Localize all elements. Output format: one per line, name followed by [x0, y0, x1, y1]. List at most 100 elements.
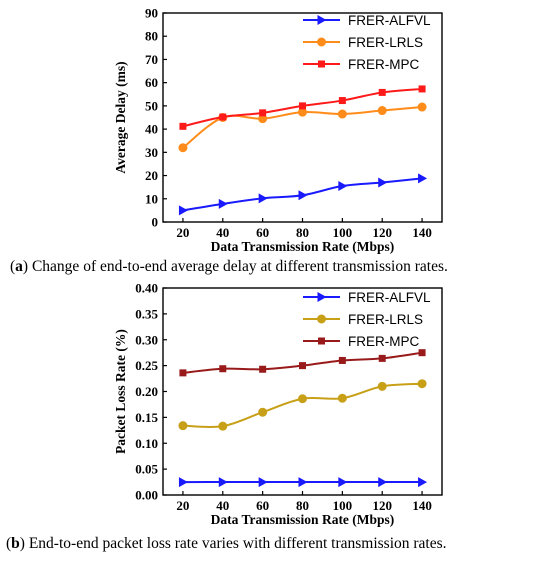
y-axis-label: Average Delay (ms) [113, 61, 128, 173]
x-tick-label: 100 [333, 225, 353, 240]
y-tick-label: 0.10 [135, 436, 158, 451]
data-point [417, 379, 427, 389]
data-point [377, 106, 387, 116]
x-tick-label: 40 [216, 225, 229, 240]
data-point [178, 421, 188, 431]
data-point [338, 97, 346, 105]
y-tick-label: 0 [152, 215, 159, 230]
data-point [179, 369, 187, 377]
x-tick-label: 100 [333, 498, 353, 513]
legend-marker [317, 314, 326, 324]
x-tick-label: 140 [412, 225, 432, 240]
x-tick-label: 60 [256, 498, 269, 513]
caption-b-tag: b [11, 535, 20, 552]
data-point [337, 393, 347, 403]
data-point [337, 109, 347, 119]
data-point [338, 477, 348, 488]
y-tick-label: 60 [145, 75, 158, 90]
legend-label: FRER-LRLS [348, 35, 423, 50]
caption-b-text: End-to-end packet loss rate varies with … [28, 535, 447, 552]
data-point [378, 354, 386, 362]
data-point [258, 193, 268, 204]
data-point [258, 477, 268, 488]
legend-label: FRER-MPC [348, 334, 419, 349]
legend-label: FRER-MPC [348, 57, 419, 72]
data-point [418, 349, 426, 357]
legend-label: FRER-ALFVL [348, 290, 431, 305]
caption-a: (a) Change of end-to-end average delay a… [10, 258, 448, 275]
series-frer-lrls: FRER-LRLS [178, 312, 427, 431]
caption-a-tag: a [15, 258, 23, 275]
x-tick-label: 40 [216, 498, 229, 513]
x-tick-label: 120 [372, 498, 392, 513]
legend-marker [317, 37, 326, 47]
data-point [298, 477, 308, 488]
data-point [219, 113, 227, 121]
chart-b: 0.00 0.05 0.10 0.15 0.20 0.25 0.30 0.35 0.40 20 40… [113, 281, 443, 527]
data-point [417, 102, 427, 112]
data-point [178, 477, 188, 488]
data-point [218, 198, 228, 209]
data-point [378, 88, 386, 96]
x-axis-label: Data Transmission Rate (Mbps) [211, 512, 395, 527]
y-tick-label: 80 [145, 29, 158, 44]
chart-a: 0 10 20 30 40 50 60 70 80 90 20 40 60 80 100 120 140 Data… [113, 6, 443, 254]
data-point [218, 421, 228, 431]
y-tick-label: 0.40 [135, 281, 158, 296]
x-tick-label: 20 [176, 225, 189, 240]
series-line [182, 382, 423, 429]
y-tick-label: 0.35 [135, 306, 158, 321]
legend-marker [317, 15, 327, 25]
legend-label: FRER-ALFVL [348, 13, 431, 28]
data-point [418, 85, 426, 93]
caption-a-text: Change of end-to-end average delay at di… [31, 258, 448, 275]
data-point [378, 477, 388, 488]
x-tick-label: 20 [176, 498, 189, 513]
data-point [299, 102, 306, 110]
x-tick-label: 120 [372, 225, 392, 240]
x-tick-label: 80 [296, 498, 309, 513]
y-tick-label: 0.30 [135, 332, 158, 347]
caption-b: (b) End-to-end packet loss rate varies w… [6, 535, 447, 552]
data-point [298, 394, 307, 404]
data-point [338, 356, 346, 364]
data-point [218, 477, 228, 488]
series-frer-lrls: FRER-LRLS [178, 35, 427, 153]
data-point [299, 362, 306, 370]
y-tick-label: 0.15 [135, 410, 158, 425]
series-frer-alfvl: FRER-ALFVL [178, 13, 431, 216]
data-point [219, 365, 227, 373]
series-frer-mpc: FRER-MPC [179, 57, 426, 130]
legend-marker [317, 292, 327, 302]
y-tick-label: 0.20 [135, 384, 158, 399]
y-tick-label: 20 [145, 168, 158, 183]
series-frer-alfvl: FRER-ALFVL [178, 290, 431, 488]
y-axis-label: Packet Loss Rate (%) [113, 329, 128, 454]
legend-label: FRER-LRLS [348, 312, 423, 327]
data-point [418, 173, 428, 184]
data-point [298, 190, 308, 201]
y-tick-label: 50 [145, 98, 158, 113]
x-tick-label: 60 [256, 225, 269, 240]
y-tick-label: 0.05 [135, 462, 158, 477]
data-point [178, 205, 188, 216]
x-axis-label: Data Transmission Rate (Mbps) [211, 239, 395, 254]
y-tick-label: 90 [145, 6, 158, 21]
x-tick-label: 80 [296, 225, 309, 240]
y-tick-label: 0.25 [135, 358, 158, 373]
data-point [377, 381, 387, 391]
y-tick-label: 10 [145, 191, 158, 206]
data-point [178, 143, 188, 153]
y-tick-label: 0.00 [135, 488, 158, 503]
data-point [338, 181, 348, 192]
data-point [378, 177, 388, 188]
data-point [258, 407, 268, 417]
y-tick-label: 70 [145, 52, 158, 67]
legend-marker [318, 60, 325, 68]
legend-marker [318, 337, 325, 345]
data-point [418, 477, 428, 488]
y-tick-label: 30 [145, 145, 158, 160]
series-frer-mpc: FRER-MPC [179, 334, 426, 377]
x-tick-label: 140 [412, 498, 432, 513]
